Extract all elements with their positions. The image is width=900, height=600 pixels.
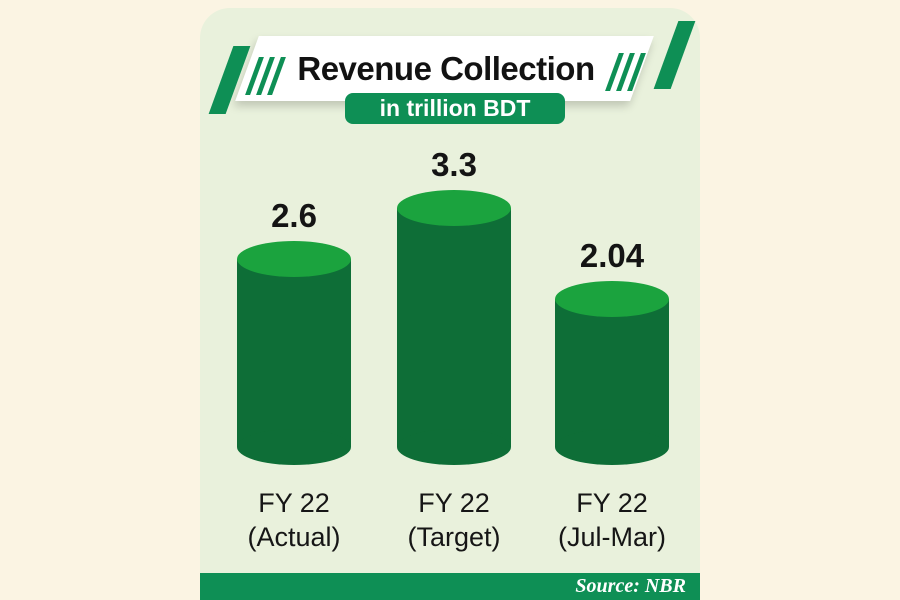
category-label-julmar: FY 22 (Jul-Mar) xyxy=(537,486,687,554)
cylinder-bottom-cap xyxy=(555,429,669,465)
category-line: FY 22 xyxy=(418,488,490,518)
category-line: (Target) xyxy=(407,522,501,552)
bar-group-fy22-julmar: 2.04 xyxy=(555,237,669,465)
cylinder-top-cap xyxy=(397,189,511,226)
cylinder-body xyxy=(237,258,351,447)
bar-value-label: 2.04 xyxy=(579,237,645,275)
category-label-target: FY 22 (Target) xyxy=(379,486,529,554)
cylinder-body xyxy=(555,299,669,447)
bar-cylinder-target xyxy=(397,189,511,465)
chart-subtitle-badge: in trillion BDT xyxy=(345,93,565,124)
bar-value-label: 2.6 xyxy=(271,196,317,234)
bar-cylinder-julmar xyxy=(555,281,669,465)
bar-group-fy22-actual: 2.6 xyxy=(237,196,351,465)
category-line: (Jul-Mar) xyxy=(558,522,666,552)
category-line: (Actual) xyxy=(247,522,341,552)
cylinder-body xyxy=(397,207,511,447)
page-title: Revenue Collection xyxy=(297,50,595,87)
cylinder-bottom-cap xyxy=(397,429,511,465)
bar-group-fy22-target: 3.3 xyxy=(397,146,511,465)
bar-value-label: 3.3 xyxy=(431,145,477,183)
cylinder-top-cap xyxy=(237,240,351,277)
source-bar: Source: NBR xyxy=(200,573,700,600)
cylinder-bottom-cap xyxy=(237,429,351,465)
category-line: FY 22 xyxy=(258,488,330,518)
cylinder-top-cap xyxy=(555,281,669,318)
category-line: FY 22 xyxy=(576,488,648,518)
category-label-actual: FY 22 (Actual) xyxy=(219,486,369,554)
source-label: Source: NBR xyxy=(575,575,686,597)
bar-cylinder-actual xyxy=(237,240,351,465)
